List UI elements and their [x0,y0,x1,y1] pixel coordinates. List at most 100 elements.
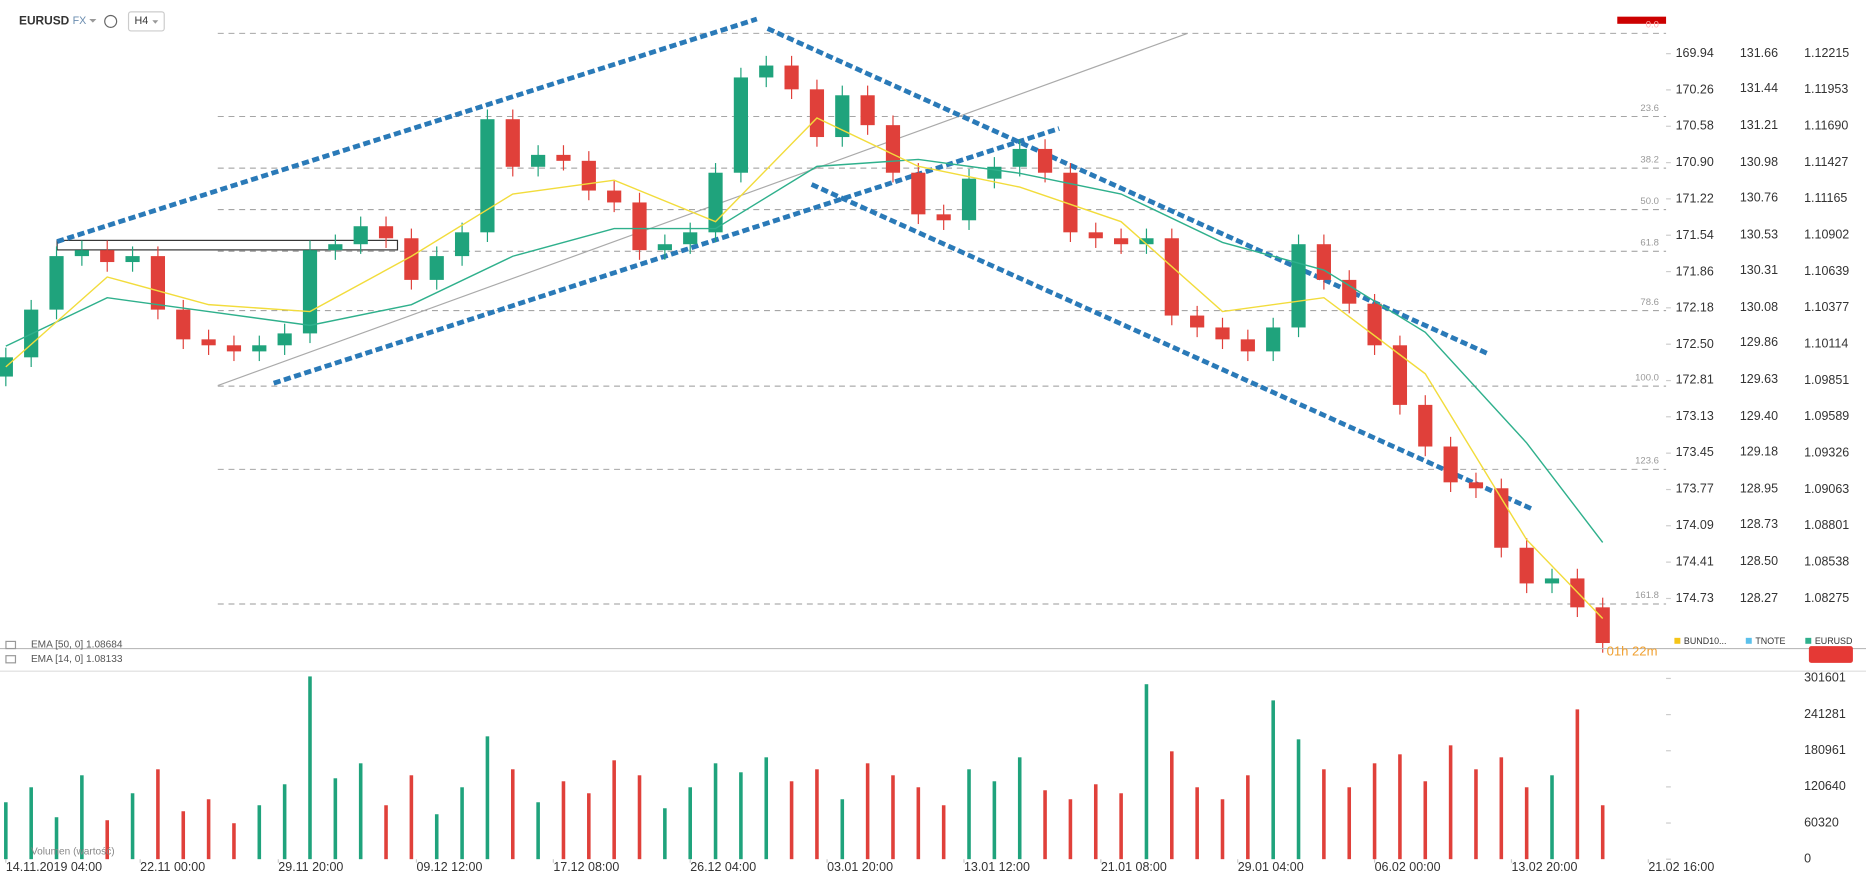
candle-body [480,119,495,233]
y3-tick-label: 129.86 [1740,335,1778,349]
candle-body [1443,446,1458,483]
volume-bar [1550,775,1554,860]
y2-tick-label: 171.86 [1676,264,1714,278]
volume-bar [1195,787,1199,860]
y-tick-label: 1.08538 [1804,554,1849,568]
volume-title: Volumen (wartość) [31,847,115,858]
volume-bar [1499,757,1504,860]
axis-legend-swatch [1805,637,1812,644]
range-box [56,239,399,251]
volume-bar [713,763,718,860]
candle-body [911,172,926,215]
volume-bar [688,787,692,860]
candle-body [733,77,748,173]
y-tick-label: 1.11953 [1804,82,1848,96]
candle-body [632,202,647,251]
candle-body [657,244,672,251]
volume-bar [1144,684,1149,860]
y2-tick-label: 174.73 [1676,591,1714,605]
volume-bar [1296,739,1301,860]
candle-body [1519,547,1534,584]
drawings [56,16,1534,512]
candle-body [683,232,698,245]
y2-tick-label: 170.58 [1676,119,1714,133]
volume-bar [1347,787,1352,860]
candle-body [1037,148,1053,173]
candle-body [581,160,596,191]
y3-tick-label: 130.53 [1740,228,1778,242]
symbol[interactable]: EURUSD [19,14,70,28]
candle-body [936,214,951,221]
y3-tick-label: 129.18 [1740,445,1778,459]
fib-label: 38.2 [1640,154,1659,165]
candle-body [1367,303,1382,346]
fib-label: 0.0 [1646,20,1659,31]
y3-tick-label: 128.50 [1740,554,1778,568]
candle-body [1012,148,1027,167]
candle-body [1342,279,1357,304]
fib-zero-box [1617,16,1667,24]
volume-bar [206,799,211,860]
volume-bar [308,676,312,860]
y3-tick-label: 130.08 [1740,300,1778,314]
y2-tick-label: 173.45 [1676,445,1714,459]
volume-bar [1474,769,1478,860]
volume-bar [815,769,819,860]
y2-tick-label: 172.18 [1676,301,1714,315]
volume-bar [434,814,439,860]
y2-tick-label: 170.26 [1676,82,1714,96]
volume-bar [232,823,236,860]
volume-bar [891,775,895,860]
y2-tick-label: 172.81 [1676,372,1714,386]
axis-legend-label: EURUSD [1815,636,1853,646]
volume-bar [1575,709,1580,860]
price-box [1808,646,1853,663]
x-tick-label: 17.12 08:00 [553,860,619,874]
axis-legend-swatch [1745,637,1752,644]
candle-body [1139,238,1154,245]
candle-body [302,250,318,334]
y2-tick-label: 171.54 [1676,228,1714,242]
dropdown-arrow[interactable] [89,19,97,23]
volume-bar [1372,763,1377,860]
market: FX [73,15,87,27]
volume-bar [789,781,794,860]
fib-label: 78.6 [1640,297,1659,308]
volume-bar [105,820,110,860]
volume-bar [29,787,33,860]
y2-tick-label: 174.41 [1676,554,1714,568]
candle-body [1595,607,1610,644]
volume-bar [561,781,566,860]
countdown: 01h 22m [1607,644,1658,659]
legend-icon [5,655,17,664]
y3-tick-label: 128.73 [1740,517,1778,531]
candle-body [885,125,901,173]
volume-tick-label: 301601 [1804,671,1846,685]
volume-tick-label: 0 [1804,851,1811,865]
y3-tick-label: 130.98 [1740,155,1778,169]
volume-bar [1068,799,1073,860]
ema-line [5,117,1604,620]
interval-box[interactable] [127,11,165,32]
candle-body [1418,404,1433,447]
volume-bar [1170,751,1174,860]
candle-body [987,166,1002,179]
y-tick-label: 1.09326 [1804,445,1849,459]
channel-line [56,16,758,244]
toolbar: EURUSD FX H4 [19,11,165,32]
volume-bar [1093,784,1098,860]
dropdown-arrow[interactable] [152,20,159,24]
axis-legend-swatch [1674,637,1681,644]
volume-bar [764,757,769,860]
volume-bar [54,817,59,860]
interval[interactable]: H4 [134,15,148,27]
info-icon[interactable] [104,14,118,28]
y-tick-label: 1.09063 [1804,482,1849,496]
x-tick-label: 06.02 00:00 [1375,860,1441,874]
fib-label: 100.0 [1635,372,1659,383]
volume-bar [257,805,262,860]
fib-label: 123.6 [1635,456,1659,467]
y2-tick-label: 169.94 [1676,46,1714,60]
